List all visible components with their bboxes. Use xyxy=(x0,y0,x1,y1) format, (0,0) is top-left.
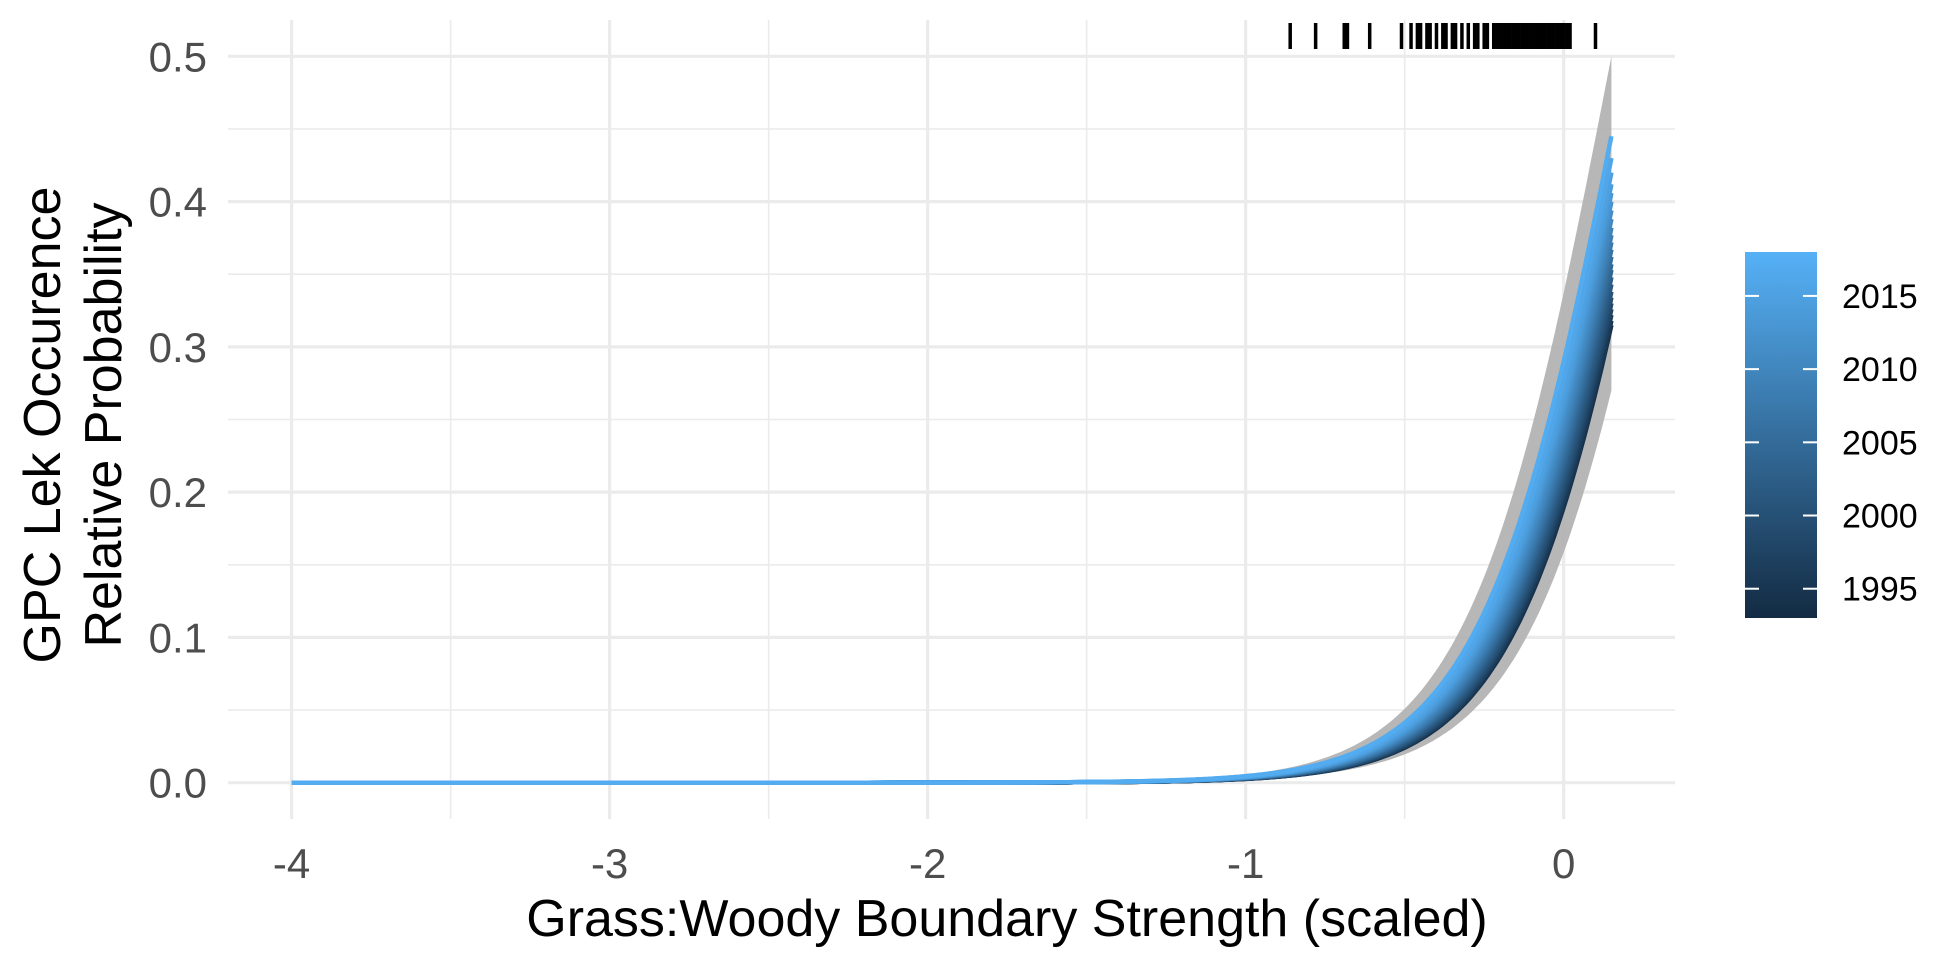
colorbar-gradient xyxy=(1745,252,1817,618)
series-line-2013 xyxy=(291,192,1614,785)
y-tick-label: 0.3 xyxy=(149,324,207,371)
colorbar-label: 2000 xyxy=(1842,498,1918,536)
y-axis-title: GPC Lek Occurence Relative Probability xyxy=(14,187,133,664)
y-tick-label: 0.5 xyxy=(149,33,207,80)
series-line-2011 xyxy=(291,209,1614,785)
series-line-2016 xyxy=(291,157,1614,785)
y-axis-title-line-1: GPC Lek Occurence xyxy=(14,187,72,664)
x-tick-label: 0 xyxy=(1552,840,1575,887)
y-tick-label: 0.0 xyxy=(149,760,207,807)
series-line-2017 xyxy=(291,135,1614,785)
x-tick-label: -1 xyxy=(1227,840,1264,887)
series-line-2015 xyxy=(291,172,1614,785)
colorbar-ticks: 1995 2000 2005 2010 2015 xyxy=(1745,278,1918,609)
x-axis-title: Grass:Woody Boundary Strength (scaled) xyxy=(526,890,1488,948)
y-tick-label: 0.2 xyxy=(149,469,207,516)
colorbar-label: 2005 xyxy=(1842,424,1918,462)
y-tick-label: 0.4 xyxy=(149,179,207,226)
y-tick-labels: 0.0 0.1 0.2 0.3 0.4 0.5 xyxy=(149,33,207,806)
y-axis-title-line-2: Relative Probability xyxy=(75,202,133,647)
colorbar-label: 1995 xyxy=(1842,571,1918,609)
legend-colorbar: 1995 2000 2005 2010 2015 xyxy=(1745,252,1918,618)
colorbar-label: 2010 xyxy=(1842,351,1918,389)
series-line-2010 xyxy=(291,218,1614,785)
colorbar-label: 2015 xyxy=(1842,278,1918,316)
x-tick-label: -2 xyxy=(909,840,946,887)
x-tick-label: -3 xyxy=(591,840,628,887)
y-tick-label: 0.1 xyxy=(149,614,207,661)
rug-marks-layer xyxy=(1288,23,1598,49)
x-tick-label: -4 xyxy=(273,840,310,887)
x-tick-labels: -4 -3 -2 -1 0 xyxy=(273,840,1575,887)
grid-lines xyxy=(228,20,1675,819)
series-lines-layer xyxy=(291,135,1614,785)
